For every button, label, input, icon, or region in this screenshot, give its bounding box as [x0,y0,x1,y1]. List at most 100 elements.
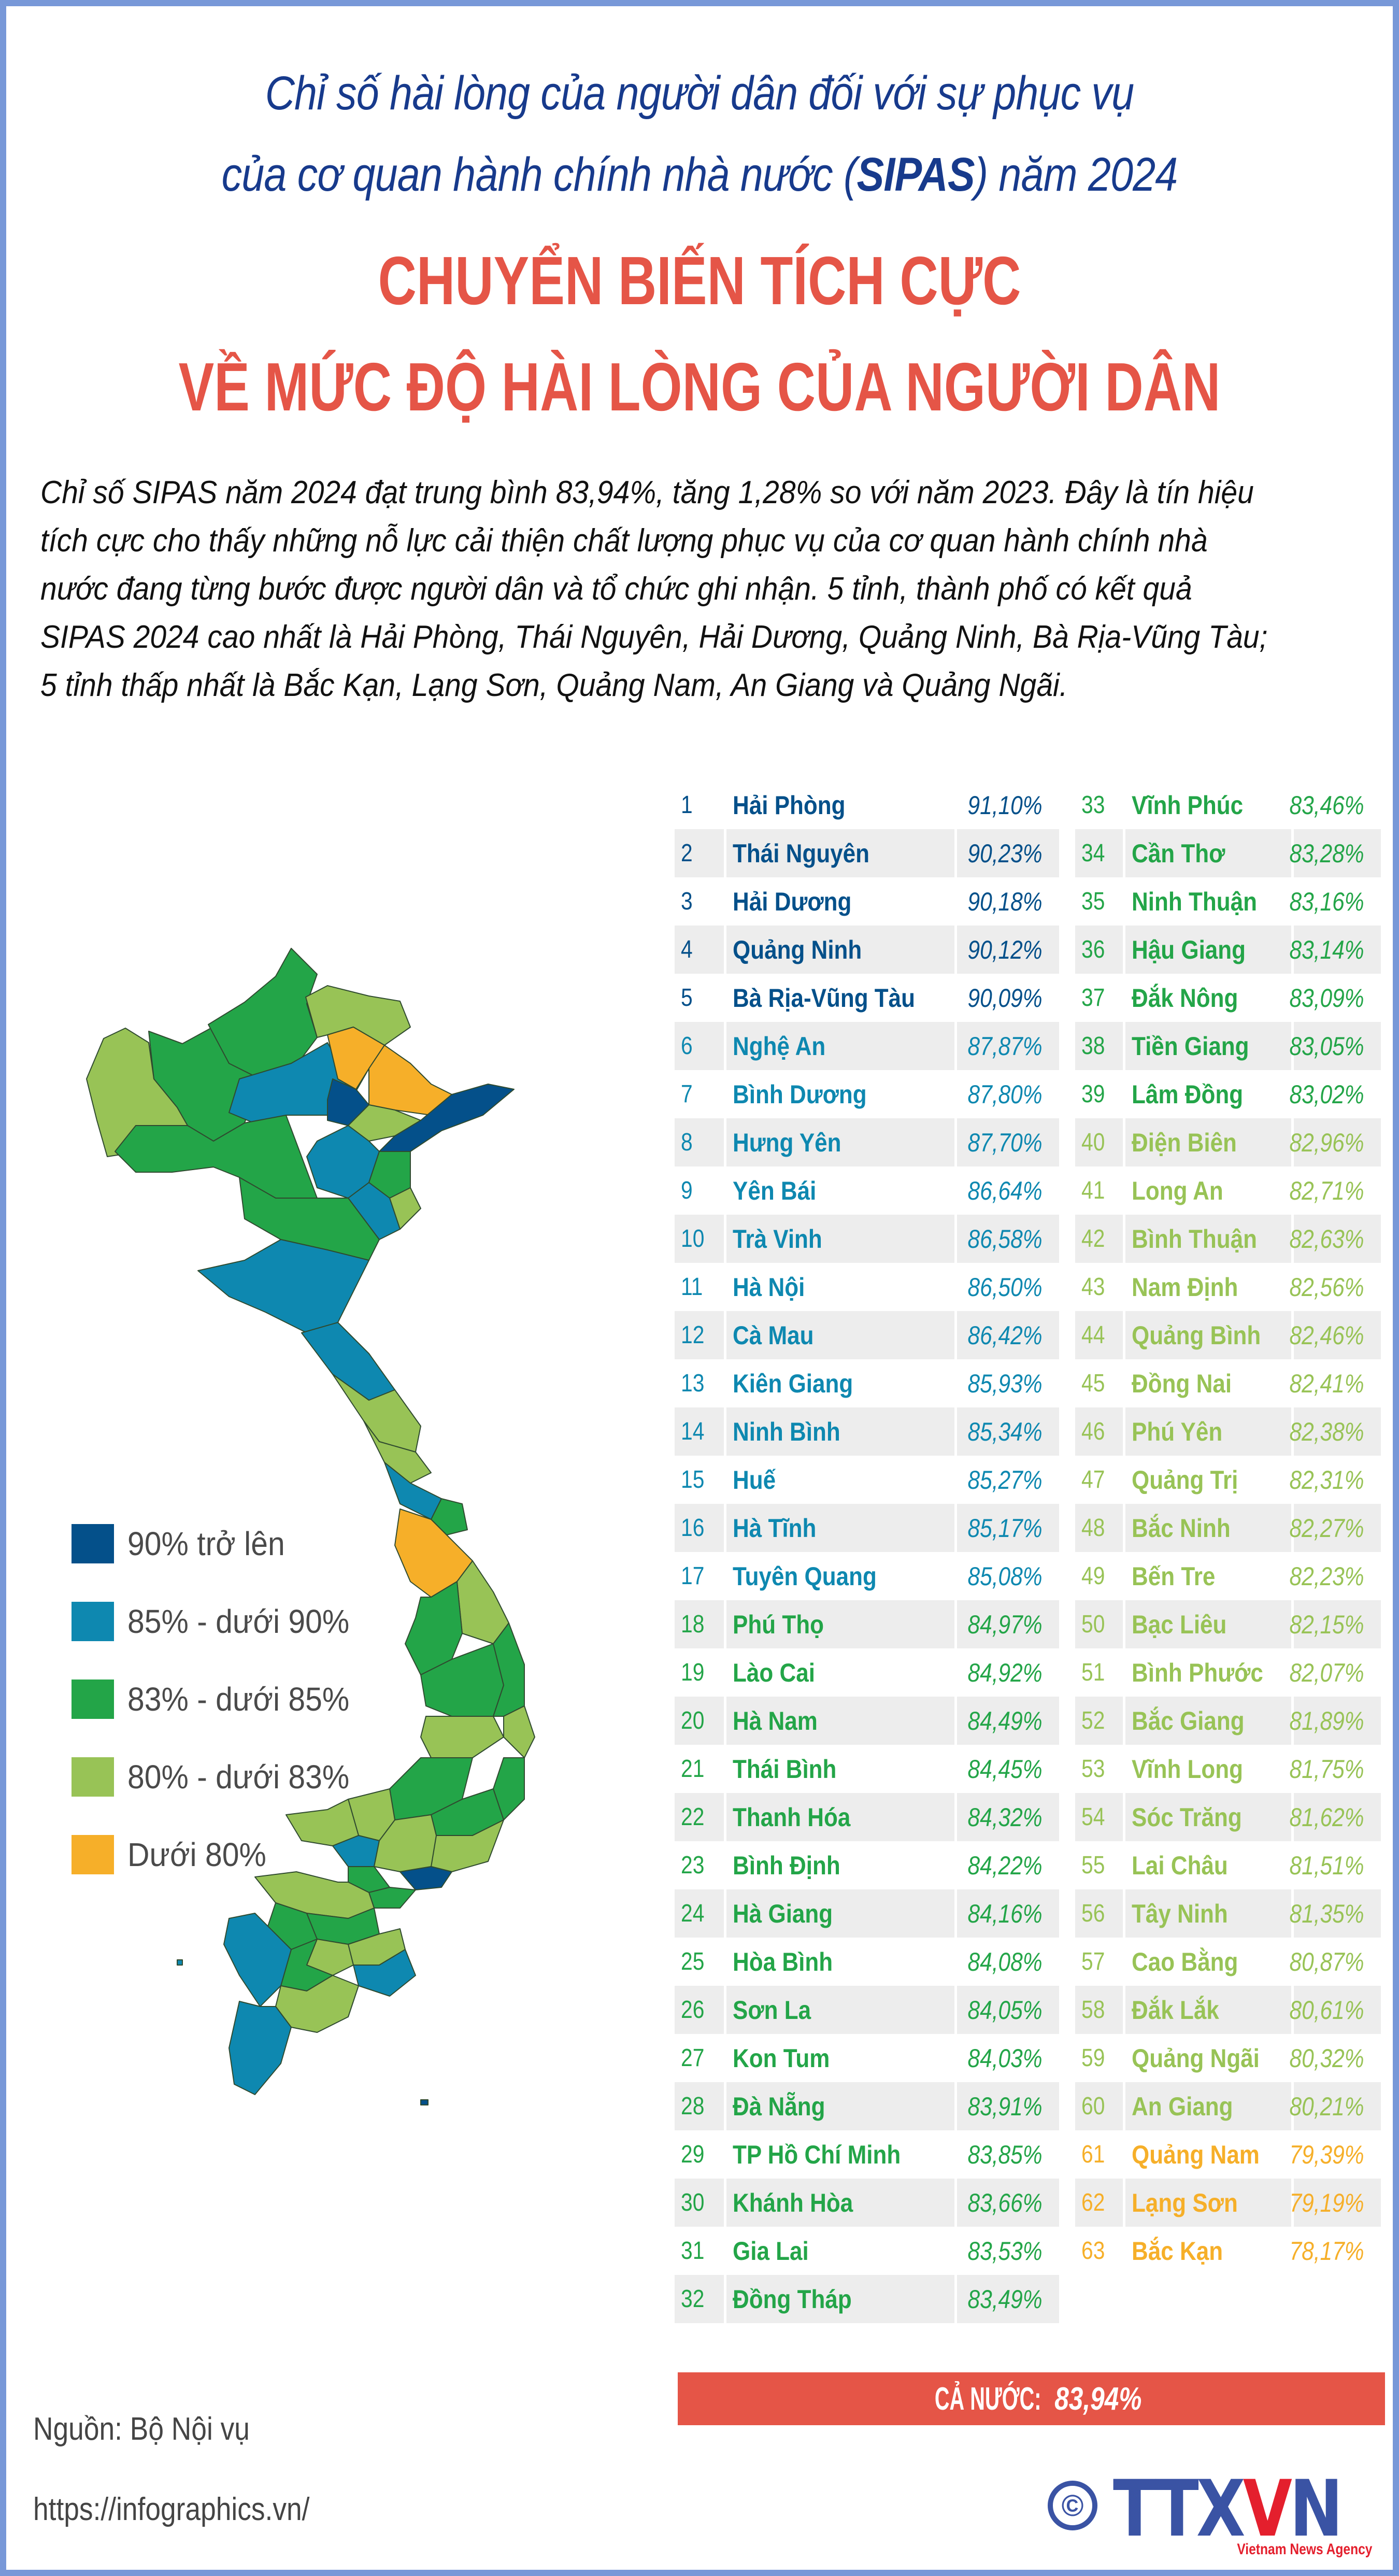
rank-cell-text: 6 [681,1032,693,1060]
score-cell-text: 81,62% [1289,1802,1364,1832]
province-name-cell-text: Khánh Hòa [733,2188,853,2217]
score-cell-text: 83,14% [1289,935,1364,964]
province-name-cell: Đắk Nông [1125,974,1291,1022]
score-cell: 84,05% [957,1986,1059,2034]
rank-cell-text: 43 [1081,1273,1105,1301]
rank-cell-text: 45 [1081,1370,1105,1397]
table-row: 6 Nghệ An 87,87% [675,1022,1059,1070]
table-row: 56 Tây Ninh 81,35% [1075,1889,1381,1938]
rank-cell: 48 [1075,1504,1123,1552]
rank-cell: 22 [675,1793,724,1841]
province-name-cell: Bà Rịa-Vũng Tàu [726,974,954,1022]
rank-cell: 20 [675,1697,724,1745]
source-credit: Nguồn: Bộ Nội vụ [33,2411,250,2447]
score-cell: 86,58% [957,1215,1059,1263]
table-row: 7 Bình Dương 87,80% [675,1070,1059,1118]
score-cell-text: 82,23% [1289,1561,1364,1591]
table-row: 54 Sóc Trăng 81,62% [1075,1793,1381,1841]
province-name-cell: Hải Dương [726,877,954,926]
score-cell: 83,91% [957,2082,1059,2130]
score-cell-text: 83,91% [967,2091,1043,2121]
province-name-cell-text: Huế [733,1465,776,1495]
logo-letters: TTX [1113,2464,1246,2554]
province-name-cell-text: Lạng Sơn [1132,2188,1238,2217]
table-row: 26 Sơn La 84,05% [675,1986,1059,2034]
map-region [368,1887,416,1909]
rank-cell-text: 42 [1081,1225,1105,1253]
rank-cell: 3 [675,877,724,926]
rank-cell: 2 [675,829,724,877]
province-name-cell: Hà Nam [726,1697,954,1745]
score-cell: 80,61% [1290,1986,1381,2034]
rank-cell: 39 [1075,1070,1123,1118]
score-cell-text: 84,03% [967,2043,1043,2073]
score-cell-text: 80,61% [1289,1995,1364,2025]
rank-cell: 63 [1075,2227,1123,2275]
rank-cell: 60 [1075,2082,1123,2130]
rank-cell-text: 2 [681,839,693,867]
rank-cell: 14 [675,1407,724,1456]
headline-line-1: CHUYỂN BIẾN TÍCH CỰC [378,243,1021,319]
rank-cell-text: 26 [681,1996,705,2024]
table-row: 44 Quảng Bình 82,46% [1075,1311,1381,1359]
rank-cell-text: 40 [1081,1129,1105,1156]
province-name-cell-text: Bến Tre [1132,1561,1216,1591]
province-name-cell: Hà Tĩnh [726,1504,954,1552]
score-cell: 82,63% [1290,1215,1381,1263]
table-row: 14 Ninh Bình 85,34% [675,1407,1059,1456]
province-name-cell-text: Lào Cai [733,1658,815,1687]
province-name-cell: Bắc Giang [1125,1697,1291,1745]
score-cell-text: 84,05% [967,1995,1043,2025]
rank-cell-text: 44 [1081,1321,1105,1349]
table-row: 40 Điện Biên 82,96% [1075,1118,1381,1166]
province-name-cell: Lâm Đồng [1125,1070,1291,1118]
rank-cell-text: 38 [1081,1032,1105,1060]
legend-swatch [72,1524,114,1563]
province-name-cell: Điện Biên [1125,1118,1291,1166]
rank-cell-text: 1 [681,791,693,819]
table-row: 33 Vĩnh Phúc 83,46% [1075,781,1381,829]
province-name-cell: Hải Phòng [726,781,954,829]
province-name-cell: Bắc Ninh [1125,1504,1291,1552]
table-row: 1 Hải Phòng 91,10% [675,781,1059,829]
table-row: 48 Bắc Ninh 82,27% [1075,1504,1381,1552]
intro-paragraph: Chỉ số SIPAS năm 2024 đạt trung bình 83,… [40,468,1367,709]
score-cell-text: 83,66% [967,2188,1043,2217]
national-average-text: CẢ NƯỚC: 83,94% [921,2381,1142,2417]
score-cell: 87,87% [957,1022,1059,1070]
province-name-cell-text: Bà Rịa-Vũng Tàu [733,983,916,1013]
rank-cell: 49 [1075,1552,1123,1600]
province-name-cell: Quảng Trị [1125,1456,1291,1504]
rank-cell-text: 63 [1081,2237,1105,2265]
rank-cell-text: 30 [681,2189,705,2216]
score-cell-text: 84,49% [967,1706,1043,1735]
score-cell-text: 86,58% [967,1224,1043,1254]
rank-cell-text: 31 [681,2237,705,2265]
table-row: 60 An Giang 80,21% [1075,2082,1381,2130]
province-name-cell: Kon Tum [726,2034,954,2082]
score-cell: 80,21% [1290,2082,1381,2130]
score-cell: 82,96% [1290,1118,1381,1166]
national-value: 83,94% [1054,2381,1142,2417]
score-cell-text: 85,08% [967,1561,1043,1591]
province-name-cell-text: Lâm Đồng [1132,1079,1244,1109]
province-name-cell: Bình Phước [1125,1648,1291,1697]
rank-cell-text: 20 [681,1707,705,1734]
source-url[interactable]: https://infographics.vn/ [33,2492,310,2527]
rank-cell-text: 21 [681,1755,705,1783]
rank-cell-text: 62 [1081,2189,1105,2216]
score-cell-text: 80,21% [1289,2091,1364,2121]
score-cell-text: 85,17% [967,1513,1043,1543]
table-row: 20 Hà Nam 84,49% [675,1697,1059,1745]
rank-cell: 30 [675,2179,724,2227]
rank-cell-text: 7 [681,1080,693,1108]
rank-cell-text: 23 [681,1852,705,1879]
score-cell-text: 83,85% [967,2140,1043,2169]
rank-cell-text: 17 [681,1562,705,1590]
rank-cell-text: 36 [1081,936,1105,963]
table-row: 31 Gia Lai 83,53% [675,2227,1059,2275]
province-name-cell: Thái Nguyên [726,829,954,877]
rank-cell: 21 [675,1745,724,1793]
province-name-cell-text: Bắc Ninh [1132,1513,1231,1543]
score-cell: 90,23% [957,829,1059,877]
